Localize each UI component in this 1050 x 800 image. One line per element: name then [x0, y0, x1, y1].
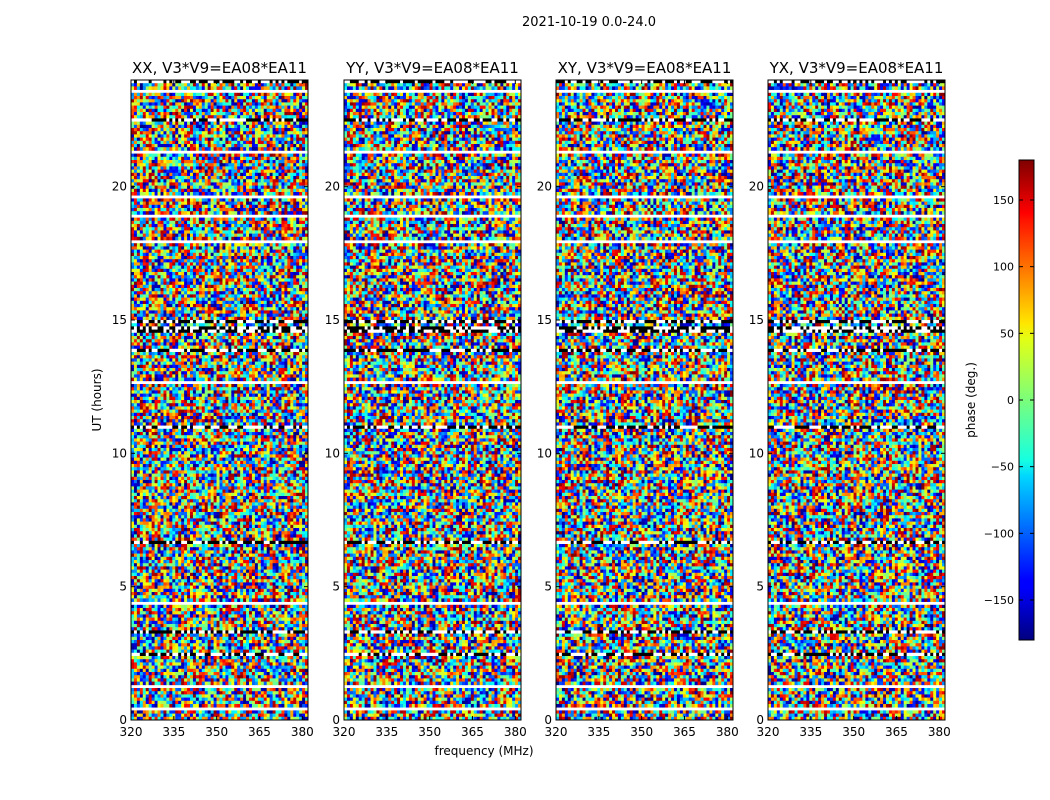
x-tick-label: 320	[545, 725, 568, 739]
heatmap-cells	[556, 80, 734, 721]
panel-title: YX, V3*V9=EA08*EA11	[769, 59, 944, 77]
colorbar-label: phase (deg.)	[964, 362, 978, 438]
colorbar-tick-label: −150	[984, 594, 1014, 607]
x-tick-label: 365	[248, 725, 271, 739]
x-tick-label: 365	[885, 725, 908, 739]
panel-2: XY, V3*V9=EA08*EA11 320 335 350 365 380 0 5 10 15…	[537, 59, 739, 739]
heatmap-cells	[344, 80, 522, 721]
x-tick-label: 335	[587, 725, 610, 739]
x-tick-label: 365	[673, 725, 696, 739]
panels-layer: XX, V3*V9=EA08*EA11 320 335 350 365 380 0 5 10 15…	[112, 59, 951, 739]
y-tick-label: 0	[332, 713, 340, 727]
y-tick-label: 5	[544, 580, 552, 594]
y-tick-label: 5	[332, 580, 340, 594]
heatmap-cells	[131, 80, 309, 721]
colorbar-tick-label: 0	[1007, 394, 1014, 407]
y-tick-label: 10	[749, 446, 764, 460]
y-tick-label: 5	[756, 580, 764, 594]
x-tick-label: 350	[842, 725, 865, 739]
y-tick-label: 10	[537, 446, 552, 460]
x-axis-label: frequency (MHz)	[434, 744, 533, 758]
colorbar-tick-label: 150	[993, 194, 1014, 207]
x-tick-label: 380	[928, 725, 951, 739]
panel-frame	[767, 79, 946, 721]
panel-3: YX, V3*V9=EA08*EA11 320 335 350 365 380 0 5 10 15…	[749, 59, 951, 739]
y-tick-label: 20	[112, 180, 127, 194]
y-axis-label: UT (hours)	[90, 368, 104, 431]
figure-title: 2021-10-19 0.0-24.0	[522, 15, 656, 30]
y-tick-label: 0	[756, 713, 764, 727]
colorbar-tick-label: 50	[1000, 327, 1014, 340]
x-tick-label: 320	[120, 725, 143, 739]
y-tick-label: 20	[749, 180, 764, 194]
panel-1: YY, V3*V9=EA08*EA11 320 335 350 365 380 0 5 10 15…	[325, 59, 527, 739]
x-tick-label: 335	[375, 725, 398, 739]
y-tick-label: 10	[325, 446, 340, 460]
y-tick-label: 20	[537, 180, 552, 194]
panel-frame	[343, 79, 522, 721]
x-tick-label: 350	[418, 725, 441, 739]
panel-title: XX, V3*V9=EA08*EA11	[132, 59, 307, 77]
x-tick-label: 365	[461, 725, 484, 739]
x-tick-label: 335	[799, 725, 822, 739]
colorbar-tick-label: 100	[993, 261, 1014, 274]
panel-title: XY, V3*V9=EA08*EA11	[558, 59, 732, 77]
y-tick-label: 0	[119, 713, 127, 727]
x-tick-label: 380	[291, 725, 314, 739]
x-tick-label: 320	[333, 725, 356, 739]
y-tick-label: 15	[749, 313, 764, 327]
panel-title: YY, V3*V9=EA08*EA11	[345, 59, 519, 77]
y-tick-label: 20	[325, 180, 340, 194]
colorbar: −150 −100 −50 0 50 100 150 phase (deg.)	[964, 159, 1035, 641]
y-tick-label: 10	[112, 446, 127, 460]
panel-frame	[555, 79, 734, 721]
colorbar-ticks: −150 −100 −50 0 50 100 150	[984, 194, 1034, 607]
y-tick-label: 5	[119, 580, 127, 594]
y-tick-label: 15	[537, 313, 552, 327]
x-tick-label: 350	[630, 725, 653, 739]
panel-0: XX, V3*V9=EA08*EA11 320 335 350 365 380 0 5 10 15…	[112, 59, 314, 739]
colorbar-tick-label: −50	[991, 461, 1014, 474]
x-tick-label: 335	[162, 725, 185, 739]
x-tick-label: 380	[504, 725, 527, 739]
x-tick-label: 350	[205, 725, 228, 739]
panel-frame	[130, 79, 309, 721]
y-tick-label: 15	[325, 313, 340, 327]
y-tick-label: 15	[112, 313, 127, 327]
heatmap-cells	[768, 80, 946, 721]
y-tick-label: 0	[544, 713, 552, 727]
x-tick-label: 320	[757, 725, 780, 739]
colorbar-tick-label: −100	[984, 527, 1014, 540]
x-tick-label: 380	[716, 725, 739, 739]
